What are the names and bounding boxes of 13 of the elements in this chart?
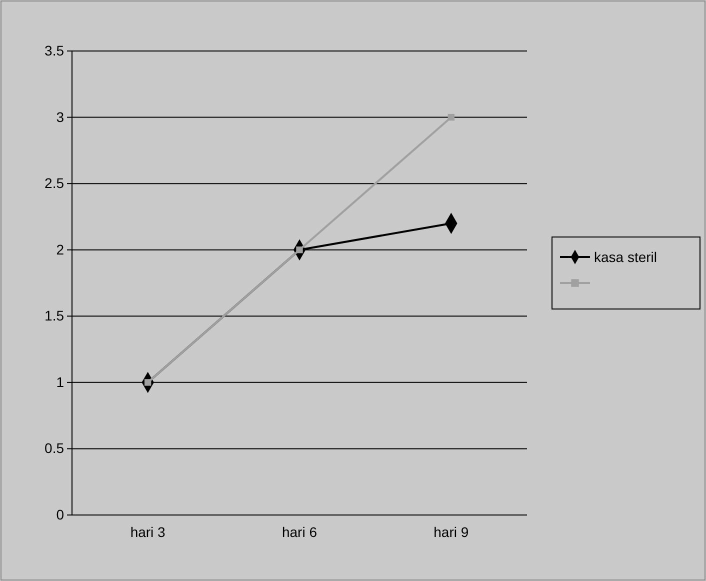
legend-label: kasa steril [594,249,658,265]
point [448,114,455,121]
x-tick-label: hari 6 [282,524,318,540]
y-tick-label: 0 [56,506,64,522]
y-tick-label: 2.5 [44,175,64,192]
x-tick-label: hari 3 [130,524,166,540]
y-tick-label: 1 [56,374,64,390]
y-tick-label: 3.5 [44,42,64,58]
y-tick-label: 1.5 [44,308,64,324]
y-tick-label: 2 [56,241,64,258]
y-tick-label: 0.5 [44,440,64,456]
x-tick-label: hari 9 [434,524,469,540]
y-tick-label: 3 [56,108,64,125]
